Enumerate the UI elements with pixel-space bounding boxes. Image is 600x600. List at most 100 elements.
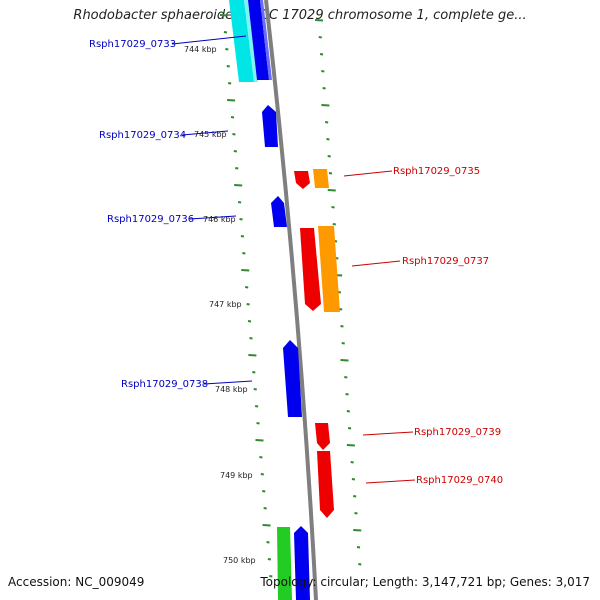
gene-feature-rsph17029-0735[interactable] bbox=[294, 171, 310, 189]
tick-mark bbox=[353, 495, 357, 498]
tick-mark bbox=[269, 575, 273, 578]
tick-mark bbox=[259, 456, 263, 459]
tick-mark bbox=[346, 410, 350, 413]
scale-label: 749 kbp bbox=[220, 471, 253, 480]
tick-mark bbox=[344, 376, 348, 379]
tick-mark bbox=[227, 99, 236, 102]
topology-text: Topology: circular; Length: 3,147,721 bp… bbox=[260, 575, 590, 589]
tick-mark bbox=[314, 19, 324, 22]
gene-feature[interactable] bbox=[294, 526, 310, 600]
gene-feature-rsph17029-0738[interactable] bbox=[283, 340, 302, 417]
gene-feature-rsph17029-0734[interactable] bbox=[262, 105, 278, 147]
tick-guides bbox=[219, 14, 362, 578]
tick-mark bbox=[351, 478, 356, 481]
tick-mark bbox=[249, 337, 253, 340]
tick-mark bbox=[345, 393, 349, 396]
gene-feature[interactable] bbox=[260, 0, 272, 80]
tick-mark bbox=[262, 524, 271, 527]
tick-mark bbox=[267, 558, 272, 561]
gene-label-rsph17029-0740[interactable]: Rsph17029_0740 bbox=[416, 475, 503, 486]
tick-mark bbox=[219, 14, 229, 17]
tick-mark bbox=[255, 439, 264, 442]
gene-label-rsph17029-0738[interactable]: Rsph17029_0738 bbox=[121, 379, 208, 390]
tick-mark bbox=[350, 461, 354, 464]
gene-label-rsph17029-0733[interactable]: Rsph17029_0733 bbox=[89, 39, 176, 50]
gene-labels: Rsph17029_0733 Rsph17029_0734 Rsph17029_… bbox=[89, 39, 503, 486]
tick-mark bbox=[322, 87, 326, 90]
scale-labels: 744 kbp 745 kbp 746 kbp 747 kbp 748 kbp … bbox=[184, 45, 256, 565]
gene-feature-rsph17029-0737[interactable] bbox=[300, 228, 321, 311]
tick-mark bbox=[248, 354, 257, 357]
tick-mark bbox=[358, 563, 362, 566]
gene-feature-rsph17029-0733[interactable] bbox=[248, 0, 269, 80]
tick-mark bbox=[225, 48, 229, 51]
gene-feature-rsph17029-0740[interactable] bbox=[317, 451, 334, 518]
tick-mark bbox=[353, 529, 362, 532]
tick-mark bbox=[354, 512, 358, 515]
tick-mark bbox=[266, 541, 270, 544]
gene-feature[interactable] bbox=[244, 0, 258, 82]
scale-label: 747 kbp bbox=[209, 300, 242, 309]
scale-label: 748 kbp bbox=[215, 385, 248, 394]
tick-mark bbox=[327, 189, 336, 192]
scale-label: 746 kbp bbox=[203, 215, 236, 224]
tick-mark bbox=[228, 82, 232, 85]
tick-mark bbox=[254, 405, 259, 408]
tick-mark bbox=[340, 325, 344, 328]
tick-mark bbox=[246, 303, 250, 306]
gene-label-rsph17029-0739[interactable]: Rsph17029_0739 bbox=[414, 427, 501, 438]
tick-mark bbox=[252, 371, 256, 374]
gene-feature[interactable] bbox=[313, 169, 329, 188]
scale-label: 744 kbp bbox=[184, 45, 217, 54]
tick-mark bbox=[347, 427, 352, 430]
tick-mark bbox=[321, 104, 330, 107]
gene-label-rsph17029-0734[interactable]: Rsph17029_0734 bbox=[99, 130, 186, 141]
tick-mark bbox=[318, 36, 322, 39]
accession-text: Accession: NC_009049 bbox=[8, 575, 145, 589]
page-title: Rhodobacter sphaeroides ATCC 17029 chrom… bbox=[73, 8, 527, 23]
tick-mark bbox=[331, 206, 335, 209]
scale-label: 745 kbp bbox=[194, 130, 227, 139]
tick-mark bbox=[256, 422, 260, 425]
gene-features bbox=[229, 0, 340, 600]
gene-feature-rsph17029-0739[interactable] bbox=[315, 423, 330, 450]
tick-mark bbox=[223, 31, 228, 34]
tick-mark bbox=[341, 342, 345, 345]
tick-mark bbox=[327, 155, 331, 158]
tick-mark bbox=[319, 53, 324, 56]
gene-feature[interactable] bbox=[318, 226, 340, 312]
tick-mark bbox=[247, 320, 252, 323]
tick-mark bbox=[263, 507, 267, 510]
tick-mark bbox=[262, 490, 266, 493]
tick-mark bbox=[340, 359, 349, 362]
leader-lines bbox=[171, 35, 416, 484]
gene-label-rsph17029-0736[interactable]: Rsph17029_0736 bbox=[107, 214, 194, 225]
tick-mark bbox=[230, 116, 235, 119]
chromosome-backbone bbox=[264, 0, 318, 600]
tick-mark bbox=[234, 184, 243, 187]
tick-mark bbox=[237, 201, 242, 204]
tick-mark bbox=[242, 252, 246, 255]
tick-mark bbox=[253, 388, 257, 391]
tick-mark bbox=[245, 286, 249, 289]
tick-mark bbox=[235, 167, 239, 170]
gene-feature[interactable] bbox=[229, 0, 254, 82]
tick-mark bbox=[260, 473, 264, 476]
gene-feature-rsph17029-0736[interactable] bbox=[271, 196, 287, 227]
tick-mark bbox=[232, 133, 236, 136]
tick-mark bbox=[321, 70, 325, 73]
tick-mark bbox=[326, 138, 330, 141]
gene-label-rsph17029-0737[interactable]: Rsph17029_0737 bbox=[402, 256, 489, 267]
tick-mark bbox=[346, 444, 355, 447]
tick-mark bbox=[328, 172, 333, 175]
tick-mark bbox=[356, 546, 361, 549]
gene-label-rsph17029-0735[interactable]: Rsph17029_0735 bbox=[393, 166, 480, 177]
tick-mark bbox=[226, 65, 230, 68]
tick-mark bbox=[233, 150, 238, 153]
tick-mark bbox=[240, 235, 245, 238]
gene-feature[interactable] bbox=[277, 527, 292, 600]
tick-mark bbox=[239, 218, 243, 221]
tick-mark bbox=[324, 121, 329, 124]
